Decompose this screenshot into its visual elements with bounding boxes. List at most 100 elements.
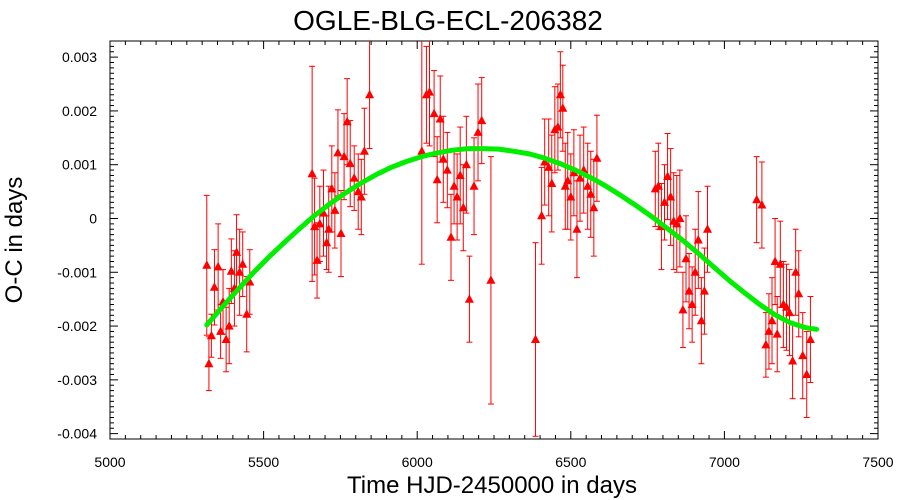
- triangle-marker: [455, 170, 465, 179]
- data-point: [339, 113, 349, 201]
- y-tick-label: 0.001: [62, 157, 97, 173]
- triangle-marker: [752, 194, 762, 204]
- triangle-marker: [684, 286, 694, 295]
- triangle-marker: [767, 315, 777, 325]
- triangle-marker: [473, 127, 483, 136]
- triangle-marker: [446, 232, 456, 241]
- x-tick-label: 5500: [248, 454, 279, 470]
- data-point: [213, 223, 223, 311]
- data-point: [452, 153, 462, 241]
- data-point: [592, 114, 602, 202]
- data-point: [752, 156, 762, 244]
- triangle-marker: [782, 302, 791, 311]
- x-tick-label: 6500: [555, 454, 586, 470]
- triangle-marker: [235, 267, 245, 276]
- data-point: [537, 166, 547, 265]
- data-point: [785, 269, 794, 357]
- data-point: [563, 131, 573, 230]
- triangle-marker: [703, 224, 712, 233]
- triangle-marker: [452, 192, 462, 201]
- data-point: [693, 191, 703, 289]
- triangle-marker: [242, 309, 252, 318]
- triangle-marker: [232, 247, 242, 256]
- triangle-marker: [342, 116, 352, 126]
- triangle-marker: [238, 259, 248, 268]
- data-point: [356, 158, 366, 236]
- triangle-marker: [356, 192, 366, 201]
- data-point: [221, 306, 231, 373]
- triangle-marker: [429, 108, 439, 118]
- data-point: [547, 134, 557, 233]
- y-tick-label: 0: [89, 210, 97, 226]
- data-point: [583, 142, 593, 230]
- triangle-marker: [589, 202, 599, 212]
- triangle-marker: [653, 181, 663, 190]
- triangle-marker: [365, 89, 375, 99]
- data-point: [791, 228, 801, 316]
- triangle-marker: [761, 339, 771, 349]
- data-point: [353, 153, 363, 230]
- triangle-marker: [226, 266, 236, 275]
- y-tick-label: 0.002: [62, 103, 97, 119]
- triangle-marker: [353, 186, 363, 196]
- data-point: [336, 190, 346, 278]
- triangle-marker: [794, 288, 804, 298]
- triangle-marker: [224, 321, 234, 330]
- data-point: [319, 169, 328, 257]
- triangle-marker: [547, 178, 557, 187]
- triangle-marker: [666, 192, 676, 201]
- triangle-marker: [464, 294, 474, 303]
- triangle-marker: [442, 165, 452, 174]
- triangle-marker: [798, 350, 808, 360]
- data-point: [307, 65, 317, 282]
- triangle-marker: [458, 202, 468, 212]
- data-point: [675, 169, 685, 268]
- axis-ticks: 5000 5500 6000 6500 7000 7500 0.003 0.002 0.001 0…: [57, 41, 894, 470]
- triangle-marker: [327, 183, 337, 193]
- triangle-marker: [319, 208, 328, 217]
- triangle-marker: [660, 197, 669, 206]
- data-point: [794, 250, 804, 338]
- triangle-marker: [764, 326, 774, 335]
- data-point: [586, 150, 596, 238]
- triangle-marker: [802, 369, 812, 378]
- triangle-marker: [592, 153, 602, 162]
- triangle-marker: [690, 267, 700, 276]
- data-point: [802, 330, 812, 418]
- triangle-marker: [307, 168, 317, 178]
- triangle-marker: [469, 181, 479, 190]
- triangle-marker: [486, 275, 496, 284]
- data-point: [764, 293, 774, 370]
- triangle-marker: [791, 267, 801, 276]
- data-point: [330, 172, 340, 249]
- data-point: [202, 194, 212, 336]
- triangle-marker: [202, 260, 212, 269]
- data-point: [446, 193, 456, 281]
- triangle-marker: [432, 174, 442, 184]
- triangle-marker: [435, 114, 445, 123]
- triangle-marker: [575, 173, 585, 182]
- data-point: [782, 263, 791, 351]
- plot-frame: [109, 40, 879, 440]
- fit-curve: [204, 146, 820, 332]
- triangle-marker: [324, 224, 334, 233]
- triangle-marker: [330, 205, 340, 214]
- data-point: [669, 172, 679, 271]
- data-point: [226, 238, 236, 304]
- y-tick-label: -0.002: [57, 318, 97, 334]
- data-point: [245, 249, 255, 315]
- triangle-marker: [785, 307, 794, 317]
- triangle-marker: [540, 157, 550, 166]
- y-axis-label: O-C in days: [1, 177, 28, 304]
- data-point: [678, 271, 688, 349]
- x-tick-label: 5000: [94, 454, 125, 470]
- data-point: [365, 41, 375, 150]
- data-point: [425, 41, 434, 147]
- triangle-marker: [757, 200, 767, 209]
- triangle-marker: [537, 210, 547, 220]
- data-point: [703, 185, 712, 273]
- triangle-marker: [572, 224, 582, 233]
- triangle-marker: [563, 175, 573, 185]
- data-point: [531, 242, 540, 437]
